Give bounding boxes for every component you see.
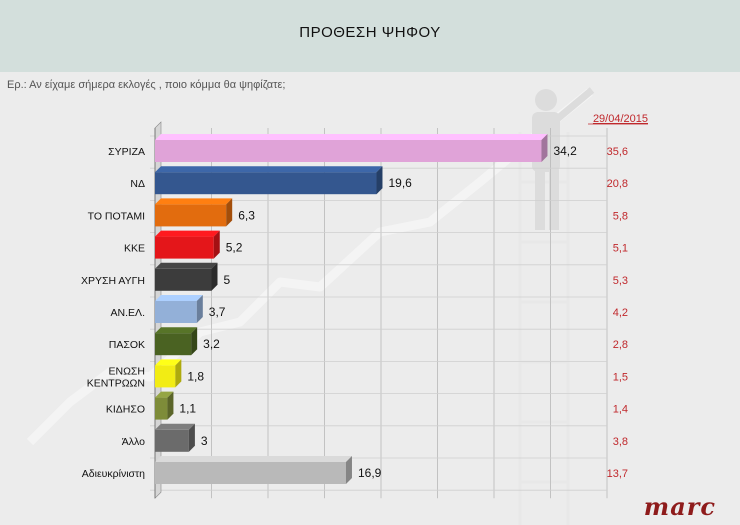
- bar-value-label: 3,2: [203, 337, 220, 351]
- bar-side-face: [211, 262, 218, 291]
- bar-value-label: 5: [224, 273, 231, 287]
- bar: [155, 236, 214, 259]
- bar-value-label: 1,1: [179, 402, 196, 416]
- bar-side-face: [226, 198, 233, 227]
- category-label: ΤΟ ΠΟΤΑΜΙ: [88, 210, 145, 222]
- bar-top-face: [155, 230, 220, 237]
- bar-side-face: [196, 295, 203, 323]
- category-label: ΧΡΥΣΗ ΑΥΓΗ: [81, 275, 145, 287]
- bar-side-face: [345, 456, 352, 484]
- bar-top-face: [155, 391, 174, 398]
- bar-top-face: [155, 359, 182, 366]
- comparison-value-label: 5,8: [613, 210, 628, 222]
- bar: [155, 172, 377, 195]
- category-label: ΚΚΕ: [124, 243, 145, 255]
- bar: [155, 365, 176, 388]
- bar-top-face: [155, 262, 218, 269]
- category-label: ΣΥΡΙΖΑ: [108, 146, 145, 158]
- comparison-value-label: 5,1: [613, 243, 628, 255]
- bar-side-face: [191, 327, 198, 356]
- comparison-value-label: 3,8: [613, 436, 628, 448]
- bar-value-label: 5,2: [226, 241, 243, 255]
- survey-question: Ερ.: Αν είχαμε σήμερα εκλογές , ποιο κόμ…: [7, 79, 286, 91]
- bar: [155, 204, 227, 227]
- bar-value-label: 34,2: [553, 144, 577, 158]
- comparison-value-label: 13,7: [607, 468, 628, 480]
- comparison-value-label: 2,8: [613, 339, 628, 351]
- bar-value-label: 16,9: [358, 466, 382, 480]
- page-title: ΠΡΟΘΕΣΗ ΨΗΦΟΥ: [299, 24, 441, 41]
- bar: [155, 140, 542, 162]
- bar-side-face: [188, 423, 195, 452]
- bar-side-face: [541, 134, 548, 162]
- category-label: ΝΔ: [130, 178, 145, 190]
- category-label: ΕΝΩΣΗ ΚΕΝΤΡΩΩΝ: [87, 365, 145, 389]
- bar-value-label: 6,3: [238, 208, 255, 222]
- marc-logo: marc: [643, 492, 716, 521]
- bar-top-face: [155, 134, 548, 140]
- rising-arrow-illustration: [26, 88, 593, 446]
- bar-top-face: [155, 198, 233, 205]
- header-bar: [0, 0, 740, 72]
- comparison-date-header: 29/04/2015: [593, 113, 648, 125]
- bar-top-face: [155, 166, 383, 173]
- bar: [155, 462, 346, 484]
- bar-top-face: [155, 295, 203, 301]
- bar: [155, 397, 168, 420]
- bar-top-face: [155, 423, 195, 430]
- comparison-value-label: 1,5: [613, 371, 628, 383]
- bar-side-face: [213, 230, 220, 259]
- bar-value-label: 3: [201, 434, 208, 448]
- comparison-value-label: 5,3: [613, 275, 628, 287]
- bar-side-face: [175, 359, 182, 388]
- comparison-value-label: 4,2: [613, 307, 628, 319]
- comparison-value-label: 35,6: [607, 146, 628, 158]
- bar-value-label: 19,6: [388, 176, 412, 190]
- bar: [155, 301, 197, 323]
- bar-value-label: 3,7: [209, 305, 226, 319]
- bar-value-label: 1,8: [187, 369, 204, 383]
- ladder-illustration: [518, 132, 570, 525]
- category-label: ΠΑΣΟΚ: [109, 339, 145, 351]
- bar-top-face: [155, 456, 352, 462]
- bar: [155, 268, 212, 291]
- bar: [155, 429, 189, 452]
- bar-side-face: [376, 166, 383, 195]
- category-label: ΚΙΔΗΣΟ: [106, 404, 145, 416]
- bar-side-face: [167, 391, 174, 420]
- category-label: Άλλο: [122, 436, 145, 448]
- category-label: Αδιευκρίνιστη: [82, 468, 145, 480]
- comparison-value-label: 1,4: [613, 404, 628, 416]
- bar: [155, 333, 192, 356]
- bar-top-face: [155, 327, 198, 334]
- comparison-value-label: 20,8: [607, 178, 628, 190]
- category-label: ΑΝ.ΕΛ.: [111, 307, 145, 319]
